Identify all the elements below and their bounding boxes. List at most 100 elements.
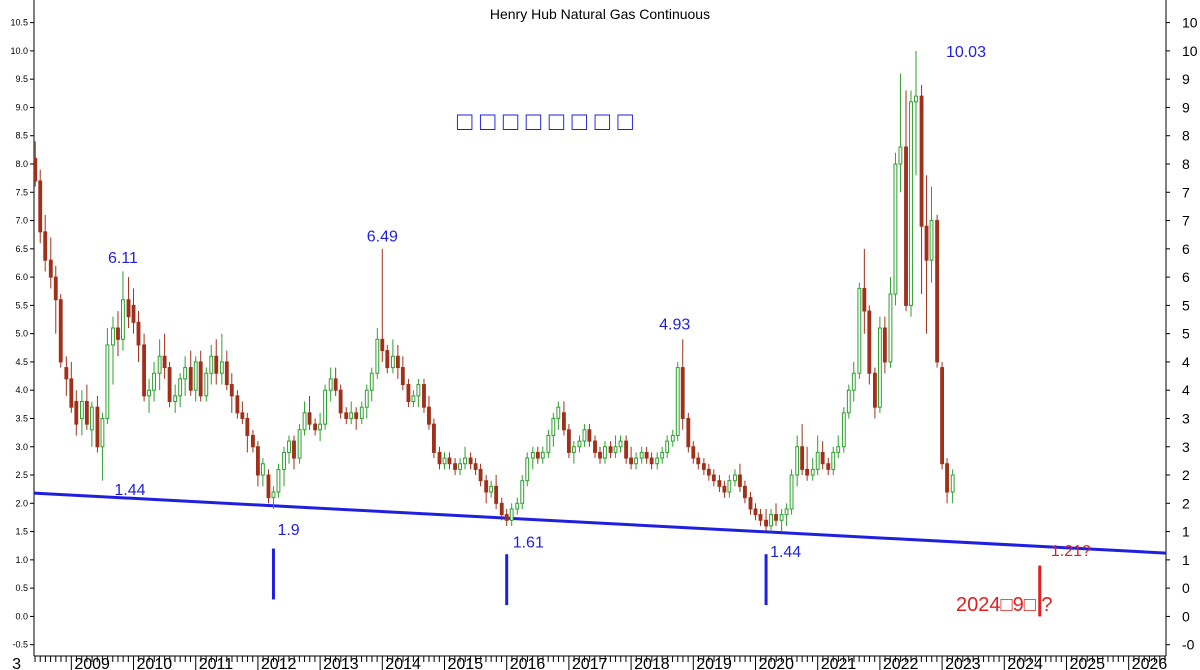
candle-body [79, 401, 84, 419]
candle-body [344, 412, 349, 419]
right-tick-label: 0 [1182, 608, 1190, 624]
annotation-label: 1.61 [513, 534, 544, 551]
candle-body [748, 497, 753, 510]
candle-body [271, 491, 276, 499]
x-tick-label: 2017 [572, 656, 608, 670]
candle-body [717, 480, 722, 487]
right-tick-label: 8 [1182, 156, 1190, 172]
candle-body [530, 451, 535, 459]
candle-body [499, 502, 504, 516]
candle-body [504, 514, 509, 521]
right-tick-label: 0 [1182, 580, 1190, 596]
left-tick-label: -0.5 [12, 640, 28, 650]
candle-body [680, 367, 685, 419]
right-tick-label: 6 [1182, 269, 1190, 285]
candle-body [711, 474, 716, 482]
candle-body [660, 451, 665, 459]
right-tick-label: 6 [1182, 241, 1190, 257]
marker-lines [271, 548, 1042, 617]
candle-body [515, 502, 520, 510]
candle-body [53, 276, 58, 301]
annotation-label: 2024□9□ ? [956, 594, 1052, 616]
candle-body [126, 299, 131, 318]
x-tick-label: 2015 [448, 656, 484, 670]
candle-body [618, 440, 623, 448]
candle-body [178, 378, 183, 397]
candle-body [38, 180, 43, 233]
candle-body [701, 463, 706, 470]
candle-body [142, 344, 147, 397]
x-tick-label: 2018 [634, 656, 670, 670]
candle-body [400, 367, 405, 386]
candle-body [888, 293, 893, 363]
candle-body [458, 463, 462, 470]
candle-body [945, 463, 949, 493]
candle-body [914, 95, 918, 103]
candle-body [395, 355, 400, 369]
left-tick-label: 3.5 [15, 413, 28, 423]
candle-body [872, 372, 877, 408]
candle-body [774, 514, 778, 521]
x-tick-label: 2012 [261, 656, 297, 670]
candle-body [318, 423, 323, 431]
candle-body [841, 412, 846, 448]
candle-body [571, 446, 576, 453]
candle-body [251, 434, 255, 448]
right-tick-label: 10 [1182, 43, 1198, 59]
left-tick-label: 10.5 [10, 18, 28, 28]
candle-body [904, 146, 908, 306]
candle-body [862, 287, 867, 312]
annotation-label: 6.11 [108, 250, 138, 267]
candle-body [639, 451, 644, 459]
candle-body [764, 519, 768, 527]
candle-body [484, 480, 489, 493]
candle-body [929, 220, 934, 261]
candle-body [753, 508, 758, 516]
candle-body [198, 361, 203, 397]
candle-body [779, 514, 784, 521]
candle-body [157, 355, 162, 374]
candle-body [877, 327, 882, 408]
right-tick-label: 4 [1182, 354, 1190, 370]
candle-body [229, 384, 234, 397]
right-tick-label: 2 [1182, 467, 1190, 483]
candle-body [551, 417, 556, 436]
axes: -0.5 -0 0.0 0 0.5 0 1.0 1 1.5 1 2.0 2 2.5 2 3.0 3 3.5 3 4.… [10, 15, 1198, 670]
left-tick-label: 8.5 [15, 131, 28, 141]
x-tick-label: 2014 [385, 656, 421, 670]
left-tick-label: 1.0 [15, 555, 28, 565]
candlestick-series [33, 50, 955, 532]
candle-body [727, 480, 732, 493]
candle-body [800, 446, 805, 470]
candle-body [924, 225, 929, 261]
left-tick-label: 5.0 [15, 329, 28, 339]
candle-body [74, 401, 79, 425]
candle-body [313, 423, 318, 431]
right-tick-label: 10 [1182, 15, 1198, 31]
candle-body [162, 355, 167, 369]
candle-body [359, 406, 364, 419]
candle-body [349, 412, 354, 419]
candle-body [784, 508, 789, 516]
candle-body [598, 451, 602, 459]
right-tick-label: 9 [1182, 71, 1190, 87]
candle-body [307, 412, 312, 425]
candle-body [733, 474, 737, 482]
candle-body [183, 367, 188, 380]
x-tick-label: 2009 [74, 656, 110, 670]
right-tick-label: 7 [1182, 184, 1190, 200]
candle-body [432, 423, 436, 453]
candle-body [629, 457, 634, 465]
candle-body [58, 299, 63, 363]
candle-body [292, 440, 296, 459]
candle-body [805, 468, 810, 476]
candle-body [193, 361, 198, 391]
candle-body [950, 474, 955, 493]
candle-body [302, 412, 307, 431]
left-tick-label: 6.5 [15, 244, 28, 254]
candle-body [131, 304, 136, 323]
candle-body [691, 446, 696, 459]
candle-body [147, 389, 151, 397]
candle-body [100, 417, 105, 448]
